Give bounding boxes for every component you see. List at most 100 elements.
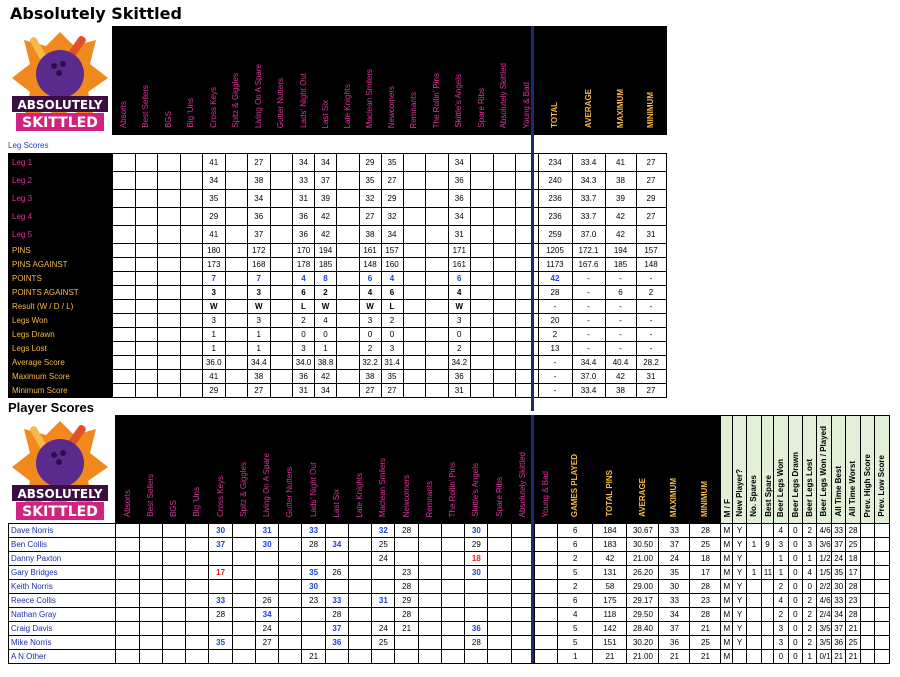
player-summary-cell: 18 <box>689 551 722 566</box>
table-cell: 36 <box>247 207 271 226</box>
player-summary-cell: 2 <box>557 551 594 566</box>
score-cell <box>533 565 559 580</box>
player-stat-cell: 28 <box>845 607 861 622</box>
player-stat-cell <box>859 635 876 650</box>
player-stat-cell: Y <box>731 537 748 552</box>
table-cell <box>425 271 449 286</box>
table-cell: 27 <box>247 153 271 172</box>
summary-cell: 27 <box>635 171 667 190</box>
team-header: Big 'Uns <box>179 26 203 135</box>
player-stat-header-label: Beer Legs Drawn <box>790 451 800 517</box>
player-summary-cell: 131 <box>592 565 628 580</box>
table-cell <box>336 383 360 398</box>
player-stat-cell: 0 <box>787 579 804 594</box>
table-cell <box>134 285 158 300</box>
table-cell: 34.0 <box>292 355 315 370</box>
player-stat-cell: 1 <box>802 649 818 664</box>
table-cell <box>336 341 360 356</box>
table-cell <box>112 383 136 398</box>
score-cell <box>487 593 512 608</box>
spacer <box>9 135 667 154</box>
player-summary-cell: 21.00 <box>626 649 660 664</box>
summary-cell: 234 <box>537 153 573 172</box>
summary-cell: 33.7 <box>571 207 606 226</box>
table-cell <box>336 327 360 342</box>
player-summary-cell: 33 <box>658 593 691 608</box>
summary-cell: 157 <box>635 243 667 258</box>
player-stat-header-label: Beer Legs Won <box>776 458 786 517</box>
score-cell <box>185 523 210 538</box>
team-header-label: Absolutely Skittled <box>517 451 527 517</box>
team-header-label: Skittle's Angels <box>454 74 464 128</box>
score-cell: 31 <box>371 593 396 608</box>
row-label: Leg 2 <box>8 171 113 190</box>
score-cell <box>278 579 303 594</box>
table-cell: 194 <box>314 243 337 258</box>
score-cell: 36 <box>464 621 489 636</box>
score-cell <box>278 537 303 552</box>
player-summary-cell: 184 <box>592 523 628 538</box>
score-cell <box>138 565 163 580</box>
table-row: Result (W / D / L) W W L W W L W - - - - <box>8 299 667 314</box>
score-cell <box>440 635 466 650</box>
player-name: A N Other <box>7 649 117 664</box>
score-cell <box>138 523 163 538</box>
score-cell <box>464 649 489 664</box>
player-header-row: Absorts Best Sellers BGS Big 'Uns Cross Keys… <box>9 415 890 524</box>
table-cell <box>224 369 248 384</box>
table-cell <box>336 299 360 314</box>
table-cell <box>470 369 494 384</box>
player-row: Craig Davis 24 37 24 21 36 5 142 28.40 37 21 M Y 3 0 2 3… <box>7 621 890 636</box>
table-cell <box>112 341 136 356</box>
player-stat-header: Prev. Low Score <box>874 415 890 524</box>
table-cell <box>224 299 248 314</box>
table-cell: 6 <box>447 271 471 286</box>
score-cell <box>185 635 210 650</box>
score-cell <box>115 565 140 580</box>
table-cell: 35 <box>380 153 404 172</box>
score-cell <box>347 607 373 622</box>
score-cell: 36 <box>324 635 349 650</box>
player-stat-cell <box>760 551 775 566</box>
score-cell <box>138 593 163 608</box>
table-cell: 34 <box>314 383 337 398</box>
player-stat-cell: 36 <box>830 635 847 650</box>
player-stat-cell: 0 <box>773 649 789 664</box>
table-cell <box>402 207 426 226</box>
summary-cell: 34.4 <box>571 355 606 370</box>
score-cell: 29 <box>394 593 419 608</box>
score-cell <box>487 607 512 622</box>
score-cell <box>394 649 419 664</box>
player-stat-cell <box>859 649 876 664</box>
summary-cell: - <box>635 341 667 356</box>
table-cell <box>402 327 426 342</box>
table-cell <box>157 369 181 384</box>
table-cell <box>425 341 449 356</box>
team-header: BGS <box>161 415 187 524</box>
player-stat-cell: 0 <box>787 537 804 552</box>
table-cell <box>157 271 181 286</box>
score-cell <box>115 621 140 636</box>
score-cell <box>161 607 187 622</box>
player-stat-header: New Player? <box>731 415 748 524</box>
table-cell <box>157 285 181 300</box>
table-cell <box>269 171 293 190</box>
summary-cell: - <box>571 341 606 356</box>
player-stat-cell: 2/4 <box>816 607 832 622</box>
score-cell <box>417 537 442 552</box>
player-stat-cell <box>859 593 876 608</box>
table-cell <box>157 189 181 208</box>
player-name: Dave Norris <box>7 523 117 538</box>
team-header-label: Spitz & Giggles <box>238 462 248 517</box>
table-cell <box>224 383 248 398</box>
table-cell <box>179 299 203 314</box>
table-cell <box>492 369 516 384</box>
table-cell <box>157 153 181 172</box>
player-stat-cell: 2 <box>802 621 818 636</box>
summary-cell: 240 <box>537 171 573 190</box>
table-cell <box>134 189 158 208</box>
score-cell <box>440 621 466 636</box>
table-cell <box>515 341 539 356</box>
score-cell <box>324 579 349 594</box>
table-cell <box>470 153 494 172</box>
